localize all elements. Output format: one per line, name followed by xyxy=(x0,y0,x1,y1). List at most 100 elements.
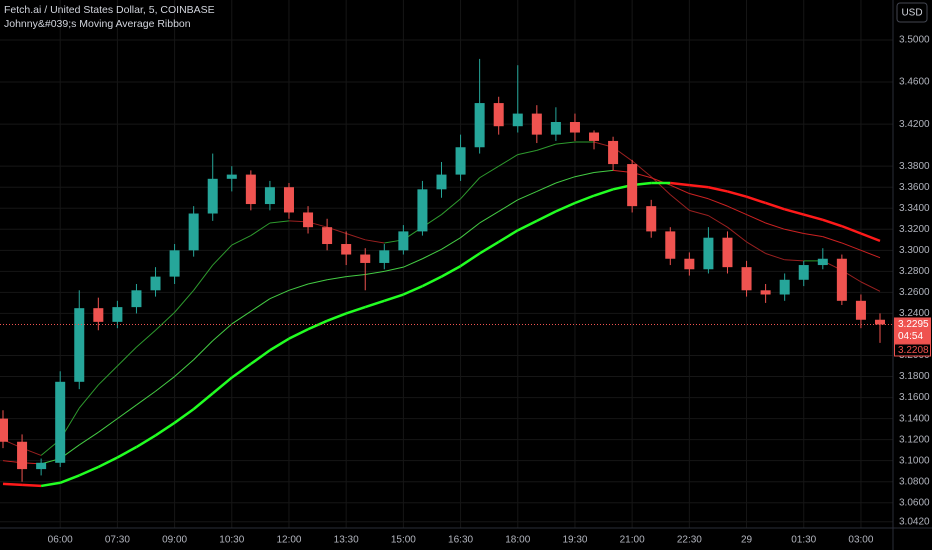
y-tick-label: 3.4600 xyxy=(899,77,930,88)
x-tick-label: 21:00 xyxy=(620,535,645,546)
ribbon-segment xyxy=(631,160,652,178)
ribbon-segment xyxy=(135,434,157,449)
y-tick-label: 3.2400 xyxy=(899,308,930,319)
ribbon-segment xyxy=(346,233,366,241)
y-tick-label: 3.1400 xyxy=(899,413,930,424)
ribbon-segment xyxy=(422,248,442,260)
ribbon-segment xyxy=(536,182,557,192)
last-price-label: 3.2295 xyxy=(898,319,929,330)
ribbon-segment xyxy=(346,274,366,278)
candle-body xyxy=(550,122,561,135)
x-tick-label: 09:00 xyxy=(162,535,187,546)
ribbon-segment xyxy=(250,222,271,237)
ribbon-segment xyxy=(365,239,385,244)
ribbon-segment xyxy=(860,232,881,243)
ribbon-segment xyxy=(269,289,290,300)
ribbon-segment xyxy=(97,365,118,386)
ribbon-segment xyxy=(822,218,843,228)
ribbon-segment xyxy=(536,210,557,222)
ribbon-segment xyxy=(689,183,709,189)
ribbon-segment xyxy=(708,185,728,193)
ribbon-segment xyxy=(517,219,538,232)
candle-body xyxy=(817,258,828,266)
ribbon-segment xyxy=(689,193,709,200)
ribbon-segment xyxy=(593,188,614,197)
y-tick-label: 3.3000 xyxy=(899,245,930,256)
candle-body xyxy=(627,164,638,207)
ribbon-segment xyxy=(440,265,462,278)
ribbon-segment xyxy=(517,190,538,201)
candle-body xyxy=(379,250,390,263)
candle-body xyxy=(207,178,218,214)
candle-body xyxy=(93,308,104,322)
candle-body xyxy=(875,319,885,325)
ribbon-segment xyxy=(173,408,195,424)
ribbon-segment xyxy=(21,483,42,488)
candle-body xyxy=(322,227,333,245)
ribbon-segment xyxy=(708,215,728,228)
candle-body xyxy=(760,290,771,295)
chart-title: Fetch.ai / United States Dollar, 5, COIN… xyxy=(4,4,215,16)
ribbon-segment xyxy=(307,319,328,331)
x-tick-label: 07:30 xyxy=(105,535,130,546)
y-tick-label: 3.3800 xyxy=(899,161,930,172)
y-tick-label: 3.1600 xyxy=(899,392,930,403)
ribbon-segment xyxy=(212,244,233,266)
candle-body xyxy=(283,187,294,213)
ribbon-segment xyxy=(822,236,843,244)
ribbon-segment xyxy=(727,190,747,198)
y-tick-label: 3.2600 xyxy=(899,287,930,298)
ribbon-segment xyxy=(517,149,537,156)
candle-body xyxy=(417,189,428,232)
ribbon-segment xyxy=(574,194,595,205)
indicator-name: Johnny&#039;s Moving Average Ribbon xyxy=(4,18,191,30)
ribbon-segment xyxy=(250,298,271,312)
ribbon-segment xyxy=(211,376,233,395)
candle-body xyxy=(131,290,142,308)
ribbon-segment xyxy=(555,201,576,213)
candle-body xyxy=(0,418,8,442)
x-tick-label: 22:30 xyxy=(677,535,702,546)
ribbon-segment xyxy=(689,209,709,217)
ribbon-segment xyxy=(136,390,156,406)
ribbon-segment xyxy=(670,181,690,187)
ribbon-segment xyxy=(441,198,461,215)
ribbon-segment xyxy=(78,431,99,446)
ribbon-segment xyxy=(269,337,290,352)
ribbon-segment xyxy=(174,289,195,313)
ribbon-segment xyxy=(460,177,481,200)
y-tick-label: 3.4200 xyxy=(899,119,930,130)
prev-price-tag xyxy=(894,343,931,357)
ribbon-segment xyxy=(326,312,347,322)
ribbon-segment xyxy=(59,474,80,484)
ribbon-segment xyxy=(231,362,252,379)
candle-body xyxy=(436,174,447,190)
candle-body xyxy=(722,237,733,268)
y-tick-label: 3.1800 xyxy=(899,371,930,382)
ribbon-segment xyxy=(765,201,786,211)
ribbon-segment xyxy=(727,226,747,243)
ribbon-segment xyxy=(384,266,404,272)
y-tick-label: 3.0600 xyxy=(899,497,930,508)
ribbon-segment xyxy=(154,421,176,437)
ribbon-segment xyxy=(784,208,805,216)
y-tick-label: 3.1000 xyxy=(899,455,930,466)
currency-button[interactable] xyxy=(896,2,928,23)
currency-label[interactable]: USD xyxy=(901,8,922,19)
candle-body xyxy=(798,265,809,280)
y-tick-label: 3.0800 xyxy=(899,476,930,487)
ribbon-segment xyxy=(155,312,175,331)
ribbon-segment xyxy=(136,329,156,348)
ribbon-segment xyxy=(98,418,118,433)
candle-body xyxy=(569,122,580,133)
y-tick-label: 3.2800 xyxy=(899,266,930,277)
candle-body xyxy=(684,258,695,270)
ribbon-segment xyxy=(841,224,862,235)
x-tick-label: 29 xyxy=(741,535,753,546)
ribbon-segment xyxy=(479,165,499,179)
ribbon-segment xyxy=(40,481,61,488)
ribbon-segment xyxy=(498,199,519,212)
ribbon-segment xyxy=(155,376,175,392)
candle-body xyxy=(741,267,752,291)
ribbon-segment xyxy=(478,240,500,255)
